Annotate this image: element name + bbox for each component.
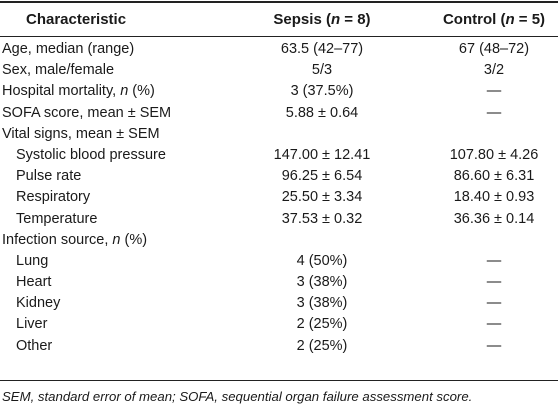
row-control-value: 3/2 (483, 62, 505, 79)
table-header-rule (0, 36, 558, 37)
row-characteristic: Age, median (range) (2, 41, 135, 57)
row-control-value: 18.40 ± 0.93 (453, 189, 535, 206)
row-characteristic: SOFA score, mean ± SEM (2, 104, 172, 121)
row-control-value: 67 (48–72) (458, 41, 530, 57)
row-sepsis-value: 3 (38%) (296, 274, 348, 291)
row-characteristic: Temperature (16, 210, 98, 227)
row-control-value: — (486, 252, 502, 269)
table-header-row: Characteristic Sepsis (n = 8) Control (n… (0, 3, 558, 36)
row-control-value: — (486, 274, 502, 291)
row-characteristic: Hospital mortality, n (%) (2, 83, 155, 100)
table-row: Infection source, n (%) (0, 230, 558, 251)
row-control-value: 107.80 ± 4.26 (449, 146, 539, 163)
row-characteristic: Heart (16, 274, 52, 291)
row-sepsis-value: 63.5 (42–77) (280, 41, 364, 57)
table-row: Vital signs, mean ± SEM (0, 124, 558, 145)
table-row: Other 2 (25%) — (0, 336, 558, 357)
table-row: Pulse rate 96.25 ± 6.54 86.60 ± 6.31 (0, 166, 558, 187)
row-characteristic: Kidney (16, 295, 61, 312)
row-sepsis-value: 3 (37.5%) (290, 83, 354, 100)
row-characteristic: Sex, male/female (2, 62, 115, 79)
table-footnote: SEM, standard error of mean; SOFA, seque… (2, 389, 473, 404)
row-control-value: — (486, 83, 502, 100)
row-characteristic: Vital signs, mean ± SEM (2, 125, 160, 142)
table-row: SOFA score, mean ± SEM 5.88 ± 0.64 — (0, 103, 558, 124)
row-control-value: — (486, 295, 502, 312)
row-characteristic: Respiratory (16, 189, 91, 206)
row-characteristic: Lung (16, 252, 49, 269)
row-control-value: — (486, 316, 502, 333)
table-row: Sex, male/female 5/3 3/2 (0, 60, 558, 81)
row-sepsis-value: 4 (50%) (296, 252, 348, 269)
row-sepsis-value: 3 (38%) (296, 295, 348, 312)
row-sepsis-value: 37.53 ± 0.32 (281, 210, 363, 227)
table-bottom-rule (0, 380, 558, 381)
table-top-rule (0, 1, 558, 3)
row-control-value: 86.60 ± 6.31 (453, 168, 535, 185)
row-sepsis-value: 2 (25%) (296, 316, 348, 333)
row-characteristic: Systolic blood pressure (16, 146, 166, 163)
table-row: Hospital mortality, n (%) 3 (37.5%) — (0, 81, 558, 102)
row-sepsis-value: 96.25 ± 6.54 (281, 168, 363, 185)
row-control-value: — (486, 104, 502, 121)
row-control-value: 36.36 ± 0.14 (453, 210, 535, 227)
table-row: Respiratory 25.50 ± 3.34 18.40 ± 0.93 (0, 187, 558, 208)
table-row: Liver 2 (25%) — (0, 314, 558, 335)
row-sepsis-value: 5/3 (311, 62, 333, 79)
row-sepsis-value: 25.50 ± 3.34 (281, 189, 363, 206)
table-row: Heart 3 (38%) — (0, 272, 558, 293)
header-characteristic: Characteristic (26, 11, 127, 28)
table-row: Temperature 37.53 ± 0.32 36.36 ± 0.14 (0, 209, 558, 230)
header-control: Control (n = 5) (429, 11, 558, 28)
row-characteristic: Liver (16, 316, 48, 333)
header-control-text: Control (n = 5) (442, 11, 546, 28)
header-sepsis-text: Sepsis (n = 8) (273, 11, 371, 28)
row-sepsis-value: 147.00 ± 12.41 (273, 146, 371, 163)
row-characteristic: Infection source, n (%) (2, 231, 148, 248)
row-control-value: — (486, 337, 502, 354)
row-characteristic: Pulse rate (16, 168, 82, 185)
table-row: Systolic blood pressure 147.00 ± 12.41 107… (0, 145, 558, 166)
table-row: Kidney 3 (38%) — (0, 293, 558, 314)
row-sepsis-value: 2 (25%) (296, 337, 348, 354)
table-row: Age, median (range) 63.5 (42–77) 67 (48–72… (0, 39, 558, 60)
row-characteristic: Other (16, 337, 53, 354)
header-sepsis: Sepsis (n = 8) (247, 11, 397, 28)
row-sepsis-value: 5.88 ± 0.64 (285, 104, 359, 121)
table-row: Lung 4 (50%) — (0, 251, 558, 272)
table-body: Age, median (range) 63.5 (42–77) 67 (48–72… (0, 39, 558, 357)
